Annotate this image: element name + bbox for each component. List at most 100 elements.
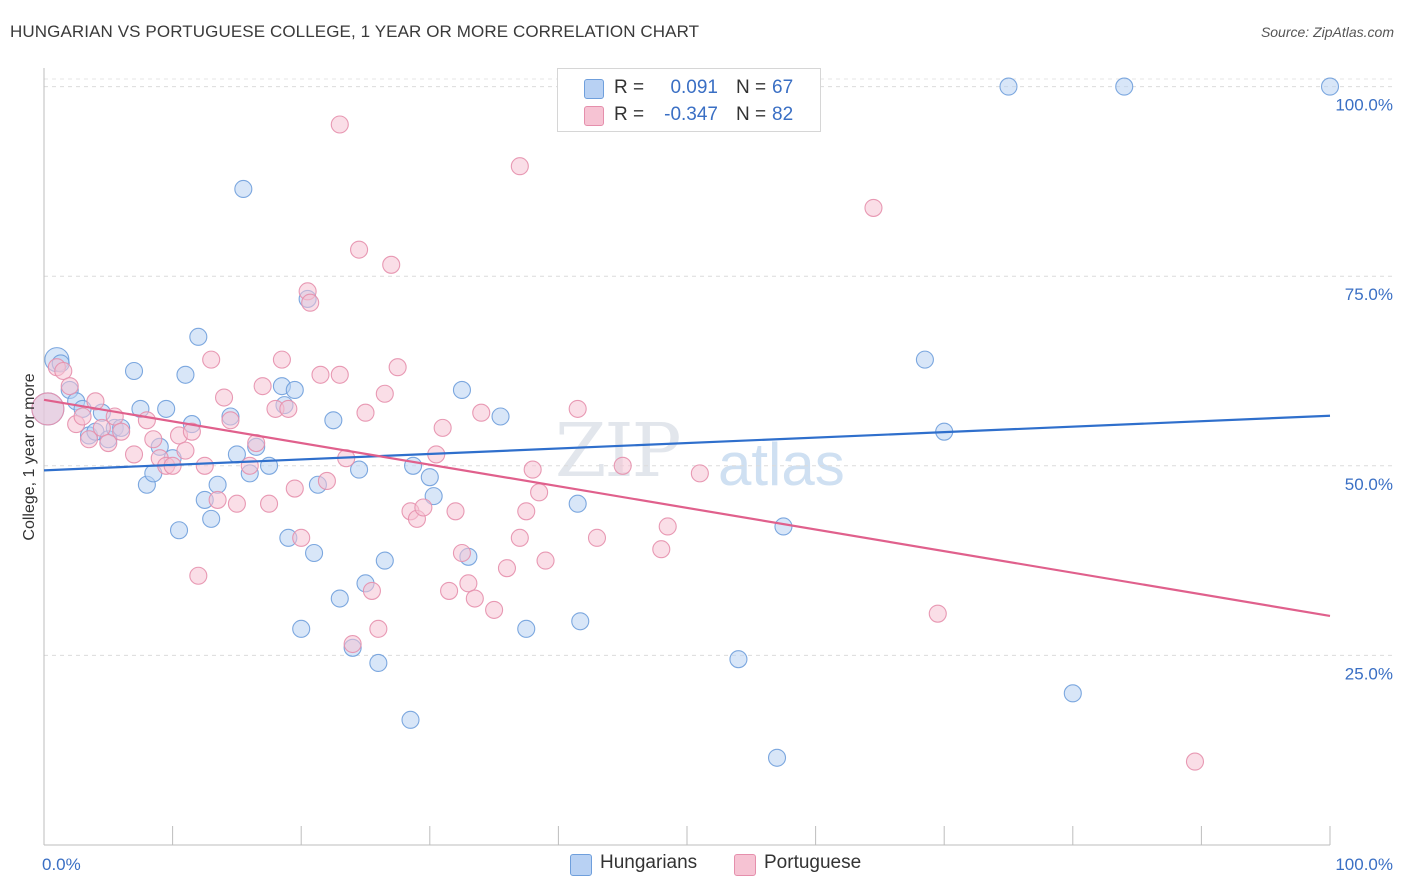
portuguese-point [285,479,304,498]
portuguese-swatch [584,106,604,126]
portuguese-point [189,566,208,585]
y-axis-title: College, 1 year or more [21,373,38,540]
hungarians-point [189,327,208,346]
portuguese-point [330,365,349,384]
hungarians-point [999,77,1018,96]
portuguese-point [54,361,73,381]
hungarians-point [285,380,304,400]
portuguese-point [343,634,362,654]
portuguese-point [440,581,459,600]
portuguese-point [465,589,484,608]
hungarians-point [401,710,420,729]
hungarians-point [234,179,253,199]
hungarians-point [324,411,343,430]
hungarians-point [369,653,388,673]
portuguese-point [928,604,947,623]
portuguese-point [79,430,99,449]
portuguese-point [510,157,529,176]
portuguese-point [195,456,214,475]
portuguese-point [292,528,311,547]
hungarians-point [202,509,221,528]
portuguese-point [253,377,272,396]
hungarians-point [208,475,227,494]
hungarians-trend-line [43,414,1331,472]
legend-r-value: -0.347 [664,104,718,125]
hungarians-point [330,589,349,608]
gridlines [44,78,1395,656]
portuguese-point [112,422,131,441]
portuguese-point [176,441,195,460]
portuguese-point [362,581,381,600]
portuguese-point [73,407,92,426]
portuguese-point [388,358,407,377]
hungarians-point [767,748,787,767]
portuguese-point [208,490,227,509]
portuguese-legend-swatch [734,854,756,876]
portuguese-point [137,411,156,430]
hungarians-legend-swatch [570,854,592,876]
portuguese-legend-label: Portuguese [764,852,862,873]
portuguese-point [144,430,163,449]
portuguese-point [446,502,465,521]
hungarians-point [452,380,472,400]
hungarians-point [350,460,369,479]
portuguese-point [485,600,504,619]
portuguese-point [182,422,201,441]
hungarians-point [1063,684,1082,703]
hungarians-point [176,365,195,384]
portuguese-point [330,115,349,134]
axis-labels: 25.0% 50.0% 75.0% 100.0% 0.0% 100.0% College, … [21,96,1393,874]
portuguese-point [587,528,607,547]
hungarians-swatch [584,79,604,99]
portuguese-point [452,543,472,563]
hungarians-legend-label: Hungarians [600,852,698,873]
portuguese-point [369,619,388,638]
hungarians-point [568,494,587,513]
portuguese-point [86,392,105,411]
portuguese-point [92,418,111,437]
axes [43,68,1331,846]
portuguese-point [1185,752,1205,771]
legend-n-label: N = [736,104,767,125]
chart-title: HUNGARIAN VS PORTUGUESE COLLEGE, 1 YEAR … [10,22,700,41]
y-tick-label: 100.0% [1335,96,1393,115]
portuguese-point [523,460,542,479]
portuguese-point [60,377,79,396]
legend-r-label: R = [614,104,645,125]
watermark-atlas: atlas [718,431,845,498]
x-tick-label: 0.0% [42,855,81,874]
portuguese-point [510,528,529,547]
portuguese-point [375,384,394,403]
watermark-zip: ZIP [555,408,681,494]
portuguese-point [652,540,671,559]
correlation-legend: R = 0.091 N = 67 R = -0.347 N = 82 [557,68,821,132]
hungarians-point [729,650,748,669]
hungarians-point [292,619,311,638]
legend-r-label: R = [614,77,645,98]
hungarians-point [571,612,590,631]
y-tick-label: 25.0% [1345,664,1393,683]
hungarians-point [424,487,443,506]
portuguese-point [433,418,452,437]
hungarians-point [1320,77,1340,96]
portuguese-point [382,255,401,274]
hungarians-point [491,407,510,426]
portuguese-point [613,456,632,475]
legend-row-hungarians: R = 0.091 N = 67 [558,73,820,101]
portuguese-point [240,456,259,475]
portuguese-point [311,365,330,384]
portuguese-point [459,574,478,593]
hungarians-point [169,521,189,540]
hungarians-point [420,468,439,487]
hungarians-point [375,551,394,570]
portuguese-point [864,198,883,217]
x-tick-label: 100.0% [1335,855,1393,874]
portuguese-point [99,433,118,453]
portuguese-point [356,403,375,422]
source-credit: Source: ZipAtlas.com [1260,24,1394,40]
legend-n-value: 67 [772,77,794,98]
hungarians-point [305,543,324,563]
hungarians-point [774,517,793,536]
portuguese-point [568,399,587,418]
portuguese-point [536,551,555,570]
